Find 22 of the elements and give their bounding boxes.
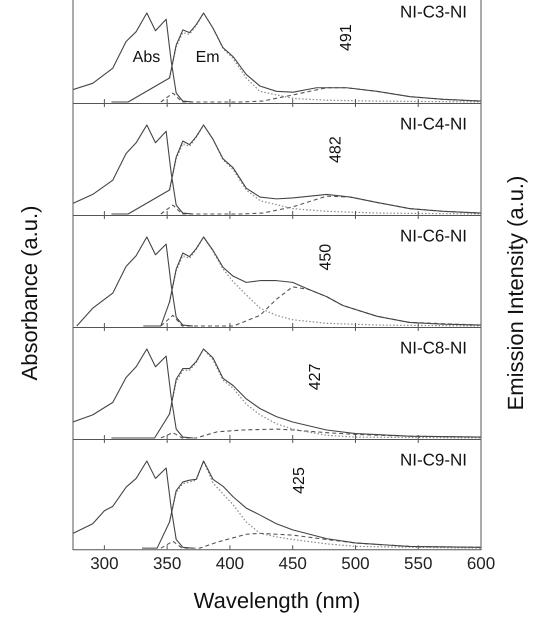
chart-title: NI-C8-NI	[400, 338, 467, 358]
x-tick-label: 500	[341, 554, 370, 574]
x-tick-label: 600	[466, 554, 496, 574]
annotation: 425	[290, 467, 308, 494]
y2-axis-title: Emission Intensity (a.u.)	[503, 176, 529, 410]
x-tick-label: 300	[90, 554, 119, 574]
chart-title: NI-C6-NI	[400, 226, 467, 246]
annotation: 427	[307, 364, 324, 390]
chart-title: NI-C9-NI	[400, 450, 467, 470]
annotation: 450	[317, 244, 334, 271]
x-axis-title: Wavelength (nm)	[194, 588, 360, 613]
chart-title: NI-C4-NI	[400, 114, 467, 134]
annotation: 482	[328, 136, 345, 163]
annotation: Abs	[132, 49, 160, 66]
x-tick-label: 450	[278, 554, 307, 574]
x-tick-label: 350	[152, 554, 182, 574]
annotation: 491	[338, 24, 355, 51]
x-tick-label: 400	[216, 554, 244, 574]
y-axis-title: Absorbance (a.u.)	[17, 206, 43, 380]
annotation: Em	[196, 49, 220, 66]
x-tick-label: 550	[404, 554, 432, 574]
chart-title: NI-C3-NI	[400, 2, 467, 22]
